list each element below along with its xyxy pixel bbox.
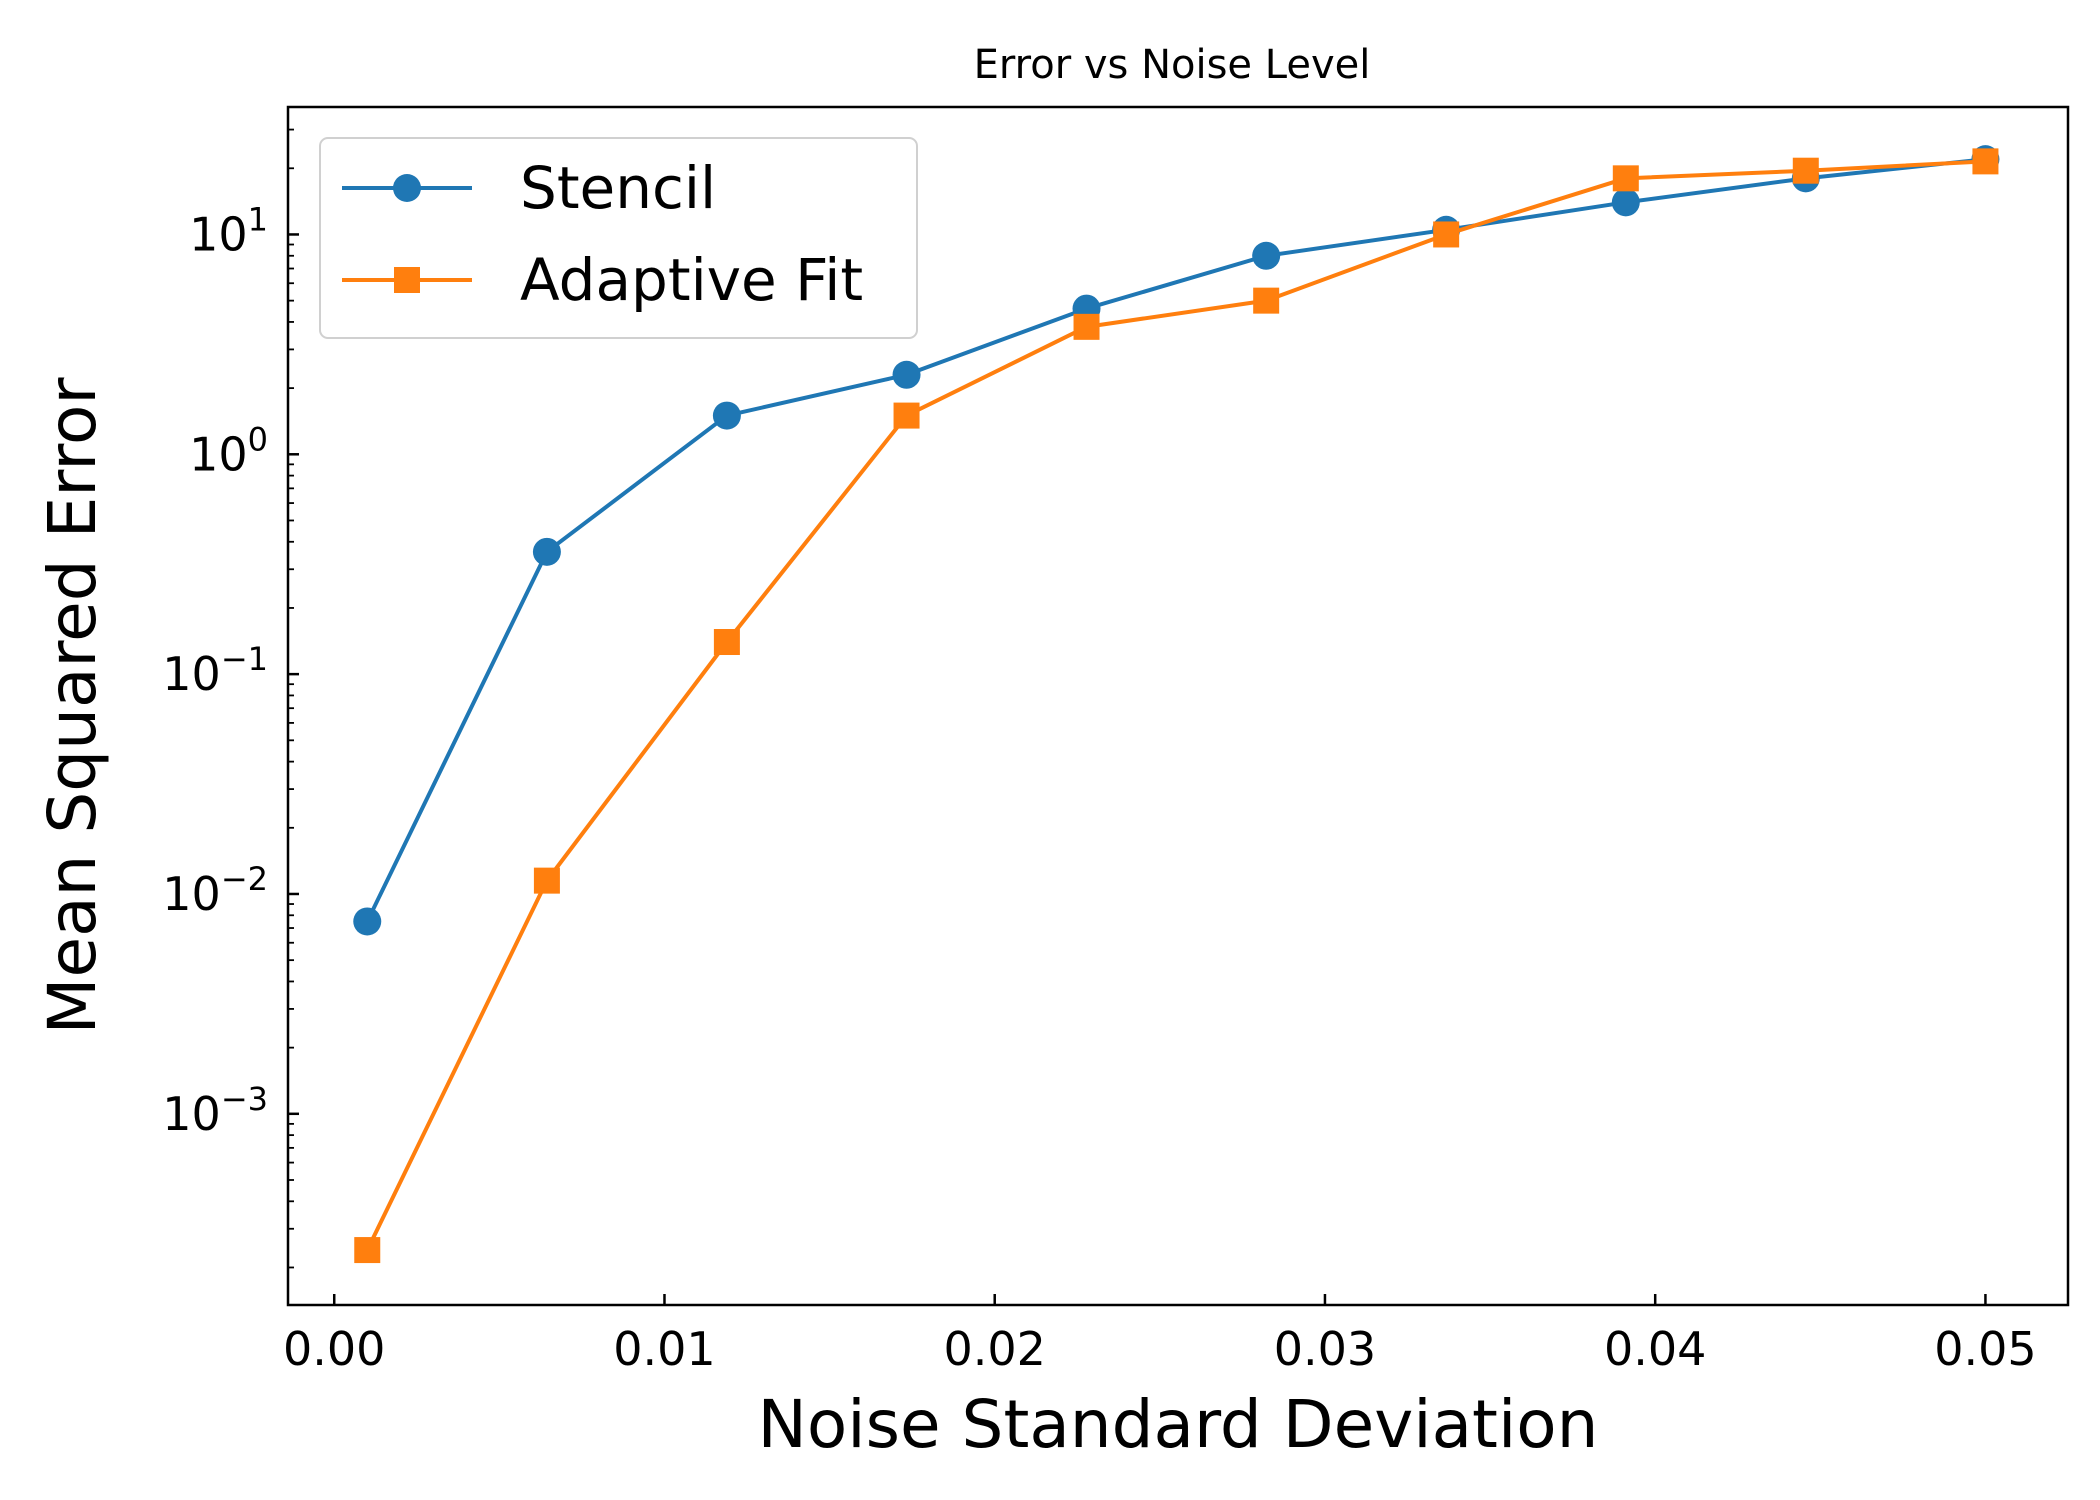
data-point-stencil: [532, 537, 561, 566]
y-axis: 10−3 10−2 10−1 100 101: [162, 128, 299, 1269]
x-tick-label: 0.04: [1604, 1322, 1706, 1376]
legend-marker-stencil: [393, 174, 421, 202]
data-point-adaptive-fit: [1972, 148, 1999, 175]
x-tick-label: 0.01: [613, 1322, 715, 1376]
x-axis-label: Noise Standard Deviation: [758, 1386, 1599, 1463]
legend: Stencil Adaptive Fit: [319, 137, 918, 339]
x-tick-label: 0.03: [1274, 1322, 1376, 1376]
data-point-stencil: [1611, 188, 1640, 217]
series-line-adaptive-fit: [365, 159, 1986, 1251]
data-point-stencil: [892, 360, 921, 389]
y-tick-label: 100: [189, 420, 268, 481]
y-tick-label: 101: [189, 200, 268, 261]
chart-title: Error vs Noise Level: [974, 42, 1371, 88]
data-point-adaptive-fit: [354, 1237, 381, 1264]
legend-marker-adaptive-fit: [394, 267, 420, 293]
data-point-stencil: [712, 401, 741, 430]
plot-content: [353, 145, 2000, 1264]
x-tick-label: 0.02: [944, 1322, 1046, 1376]
data-point-adaptive-fit: [1253, 287, 1280, 314]
series-line-stencil: [365, 157, 1986, 923]
data-point-stencil: [1252, 241, 1281, 270]
data-point-stencil: [353, 907, 382, 936]
plot-frame: [286, 105, 2070, 1307]
data-point-adaptive-fit: [1792, 157, 1819, 184]
y-axis-label: Mean Squared Error: [34, 377, 111, 1035]
data-point-adaptive-fit: [1073, 313, 1100, 340]
data-point-adaptive-fit: [713, 629, 740, 656]
x-tick-label: 0.00: [283, 1322, 385, 1376]
data-point-adaptive-fit: [893, 402, 920, 429]
data-point-adaptive-fit: [1433, 221, 1460, 248]
x-axis: 0.00 0.01 0.02 0.03 0.04 0.05: [283, 1294, 2037, 1376]
data-point-adaptive-fit: [1612, 165, 1639, 192]
legend-label-stencil: Stencil: [520, 154, 716, 222]
x-tick-label: 0.05: [1934, 1322, 2036, 1376]
y-tick-label: 10−3: [162, 1080, 268, 1141]
y-tick-label: 10−2: [162, 860, 268, 921]
y-tick-label: 10−1: [162, 640, 268, 701]
data-point-adaptive-fit: [533, 867, 560, 894]
legend-label-adaptive-fit: Adaptive Fit: [520, 246, 863, 314]
